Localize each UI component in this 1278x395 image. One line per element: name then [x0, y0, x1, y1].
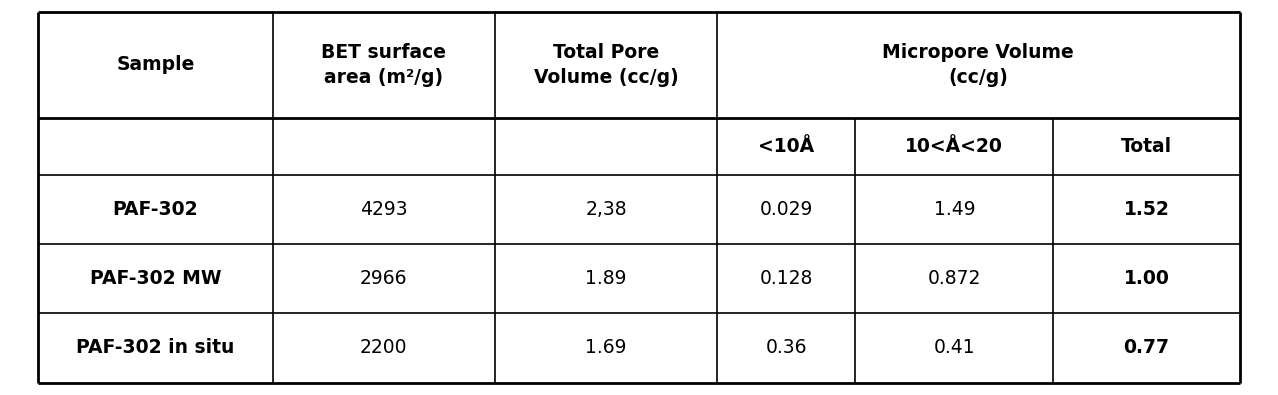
Text: 0.872: 0.872: [928, 269, 982, 288]
Text: 2200: 2200: [360, 339, 408, 357]
Text: 0.128: 0.128: [759, 269, 813, 288]
Text: Total Pore
Volume (cc/g): Total Pore Volume (cc/g): [534, 43, 679, 87]
Text: PAF-302: PAF-302: [112, 200, 198, 219]
Text: 1.49: 1.49: [933, 200, 975, 219]
Text: 0.41: 0.41: [933, 339, 975, 357]
Text: PAF-302 MW: PAF-302 MW: [89, 269, 221, 288]
Text: 0.77: 0.77: [1123, 339, 1169, 357]
Text: 2966: 2966: [360, 269, 408, 288]
Text: BET surface
area (m²/g): BET surface area (m²/g): [321, 43, 446, 87]
Text: PAF-302 in situ: PAF-302 in situ: [77, 339, 235, 357]
Text: 10<Å<20: 10<Å<20: [905, 137, 1003, 156]
Text: 0.36: 0.36: [766, 339, 806, 357]
Text: 2,38: 2,38: [585, 200, 626, 219]
Text: <10Å: <10Å: [758, 137, 814, 156]
Text: 1.69: 1.69: [585, 339, 626, 357]
Text: 1.89: 1.89: [585, 269, 626, 288]
Text: 1.52: 1.52: [1123, 200, 1169, 219]
Text: Micropore Volume
(cc/g): Micropore Volume (cc/g): [883, 43, 1075, 87]
Text: Sample: Sample: [116, 55, 194, 74]
Text: 4293: 4293: [360, 200, 408, 219]
Text: 0.029: 0.029: [759, 200, 813, 219]
Text: 1.00: 1.00: [1123, 269, 1169, 288]
Text: Total: Total: [1121, 137, 1172, 156]
